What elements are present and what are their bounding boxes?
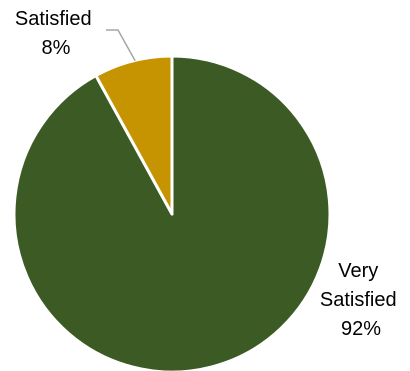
data-label-very-satisfied: Very Satisfied 92% xyxy=(320,260,402,340)
leader-line-satisfied-elbow xyxy=(106,29,136,62)
data-label-very-satisfied-name-line2: Satisfied xyxy=(320,289,397,311)
data-label-satisfied-percent: 8% xyxy=(42,37,71,59)
data-label-very-satisfied-name-line1: Very xyxy=(338,260,378,282)
data-label-very-satisfied-percent: 92% xyxy=(341,318,381,340)
data-label-satisfied: Satisfied 8% xyxy=(15,8,97,59)
data-label-satisfied-name: Satisfied xyxy=(15,8,92,30)
pie-slices xyxy=(12,54,332,371)
pie-slice-satisfied xyxy=(94,54,174,216)
